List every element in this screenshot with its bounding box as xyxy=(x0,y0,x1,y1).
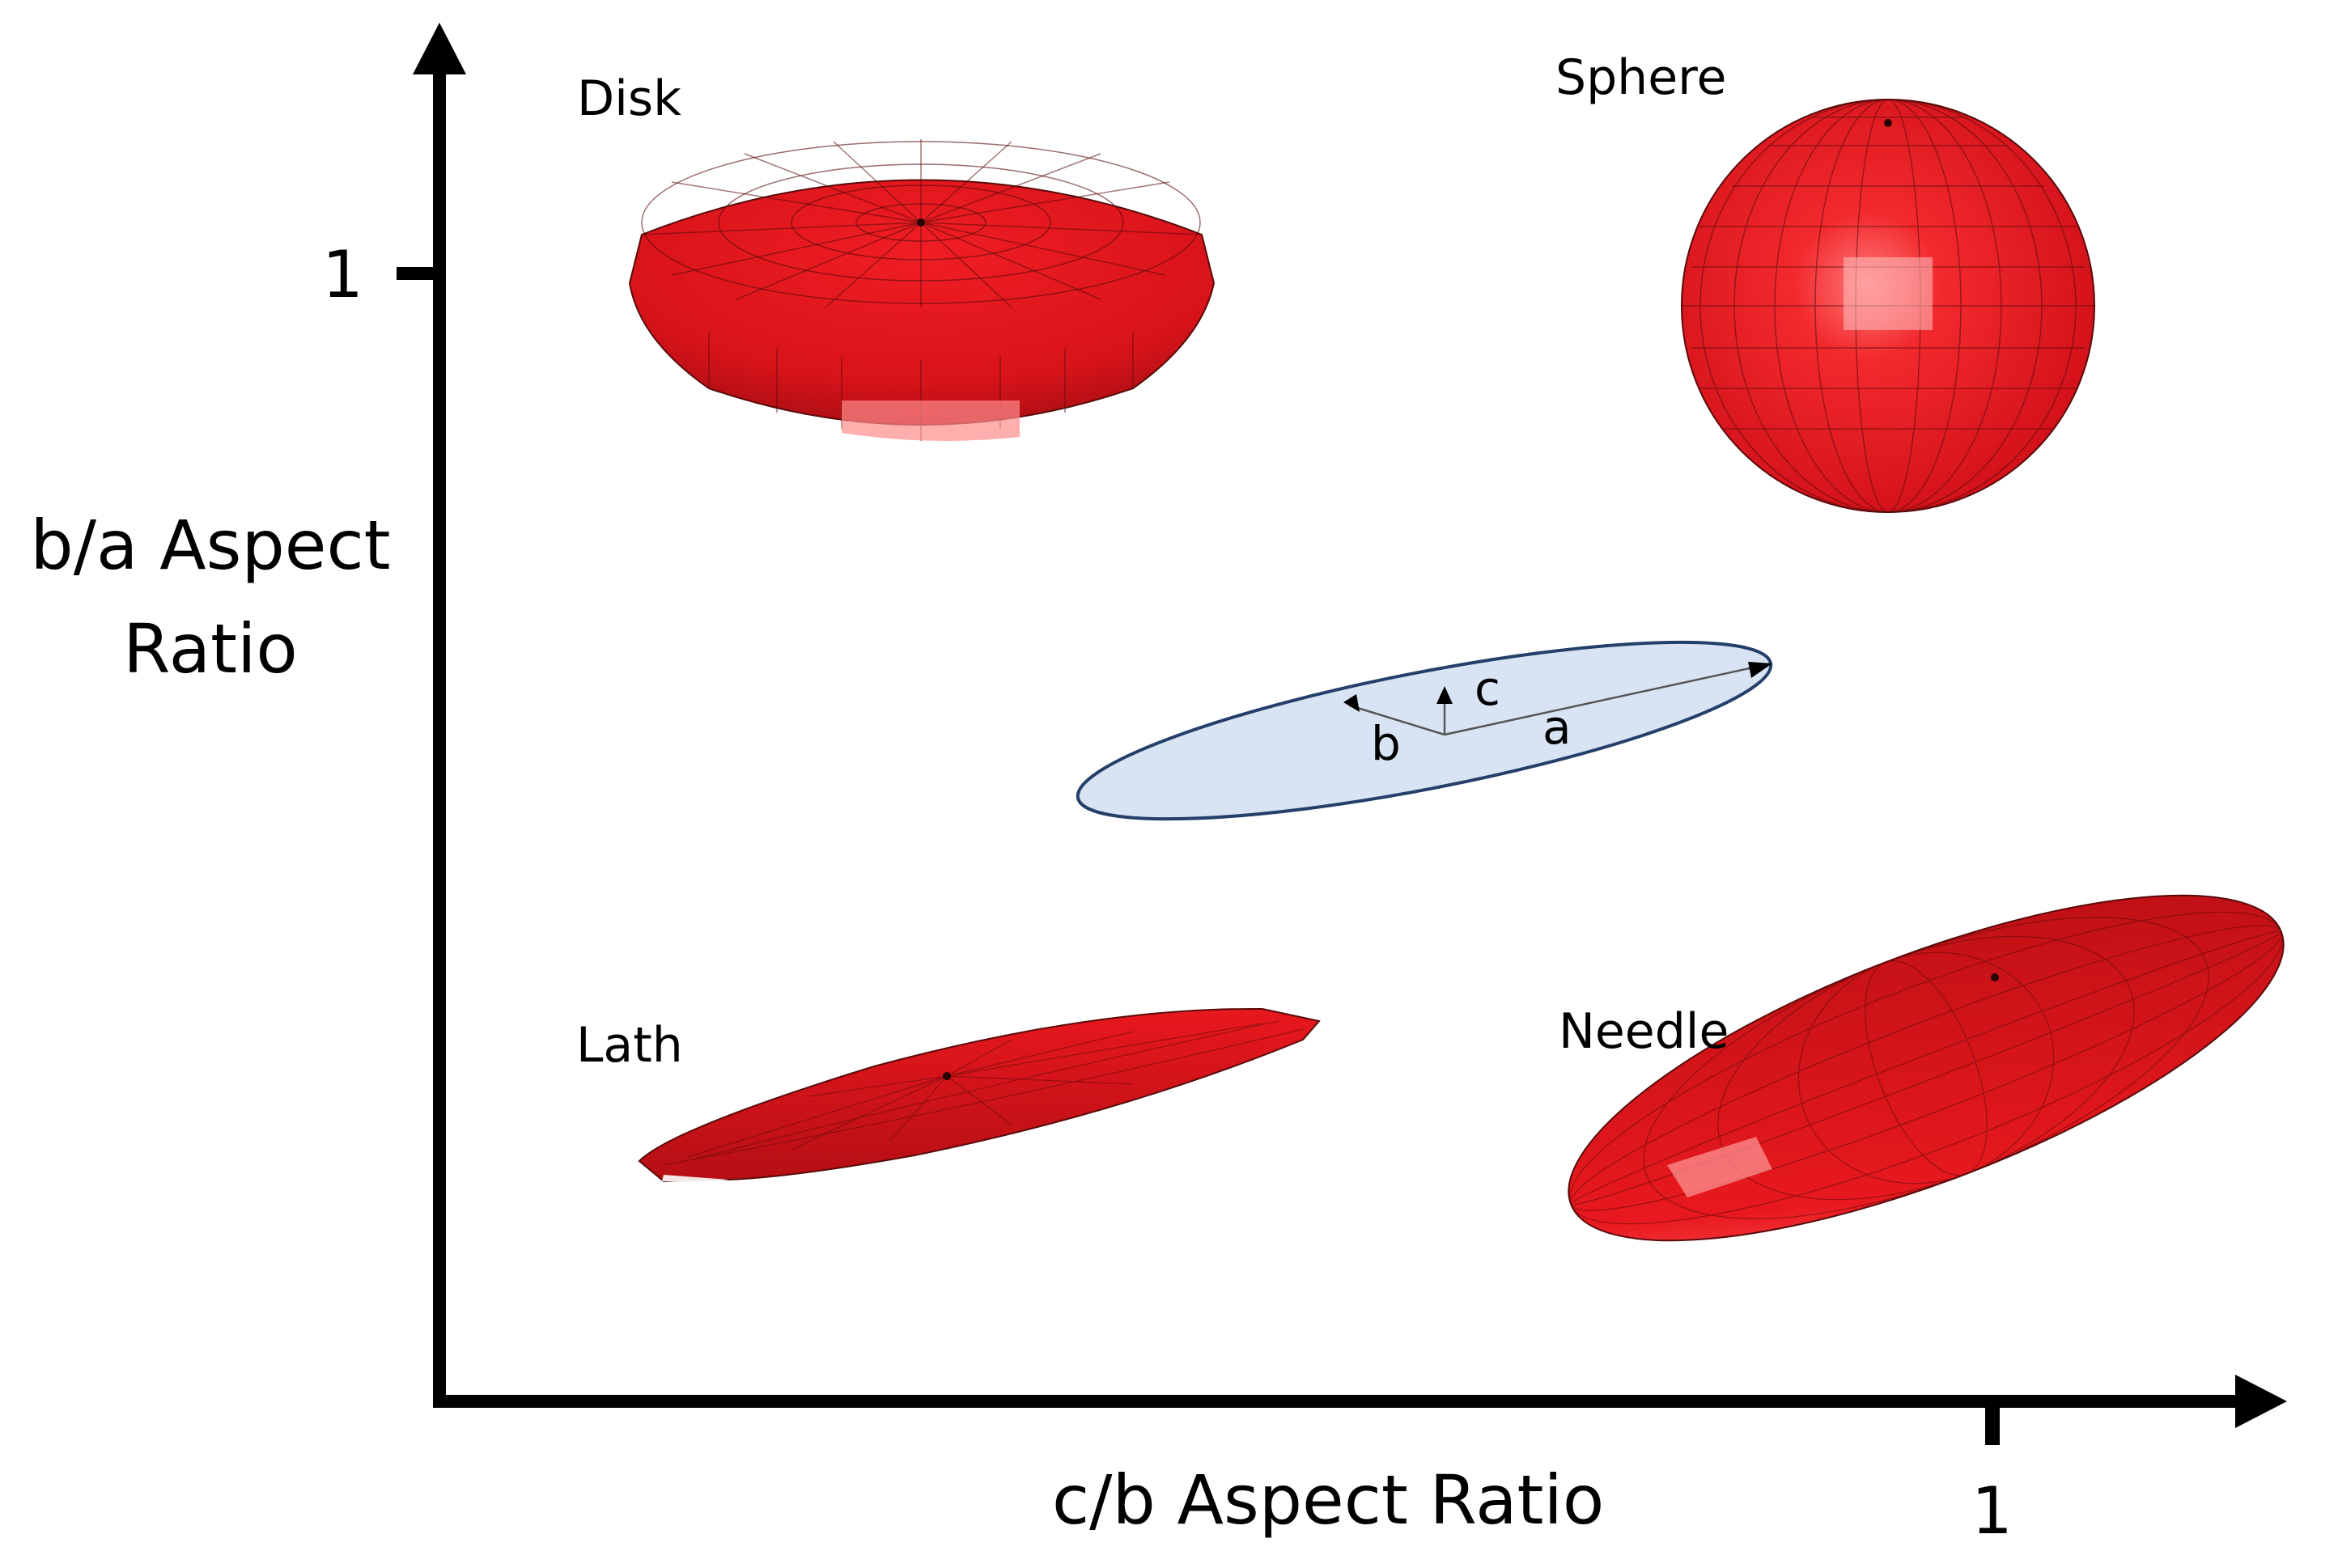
lath-label: Lath xyxy=(576,1017,683,1074)
b-axis-line xyxy=(1349,704,1445,736)
disk-ellipsoid xyxy=(628,139,1216,441)
x-axis-title: c/b Aspect Ratio xyxy=(1052,1460,1605,1540)
b-axis-arrowhead xyxy=(1343,694,1360,712)
y-axis-title-line1: b/a Aspect xyxy=(30,506,391,585)
c-axis-arrowhead xyxy=(1436,686,1453,704)
disk-label: Disk xyxy=(577,70,681,127)
a-axis-label: a xyxy=(1542,700,1572,755)
a-axis-arrowhead xyxy=(1748,662,1772,678)
c-axis-label: c xyxy=(1475,661,1500,716)
x-tick-label: 1 xyxy=(1971,1473,2013,1549)
needle-label: Needle xyxy=(1559,1003,1729,1060)
y-axis xyxy=(397,23,466,1406)
sphere-ellipsoid xyxy=(1681,99,2095,513)
y-tick-label: 1 xyxy=(322,237,363,312)
b-axis-label: b xyxy=(1371,716,1401,771)
x-axis-arrowhead xyxy=(2235,1375,2287,1428)
x-axis xyxy=(433,1375,2287,1445)
needle-ellipsoid xyxy=(1568,894,2285,1242)
lath-ellipsoid xyxy=(638,1007,1321,1183)
a-axis-line xyxy=(1444,663,1765,736)
y-axis-title-line2: Ratio xyxy=(123,609,298,689)
reference-ellipse xyxy=(1076,640,1773,821)
sphere-label: Sphere xyxy=(1555,49,1727,106)
y-axis-arrowhead xyxy=(413,23,466,74)
